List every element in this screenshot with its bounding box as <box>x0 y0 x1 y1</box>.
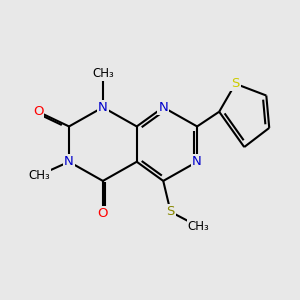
Text: N: N <box>158 101 168 114</box>
Text: CH₃: CH₃ <box>188 220 209 233</box>
Text: O: O <box>98 207 108 220</box>
Text: CH₃: CH₃ <box>92 67 114 80</box>
Text: N: N <box>64 155 74 168</box>
Text: S: S <box>231 77 240 90</box>
Text: CH₃: CH₃ <box>29 169 50 182</box>
Text: S: S <box>167 205 175 218</box>
Text: O: O <box>33 105 44 118</box>
Text: N: N <box>192 155 202 168</box>
Text: N: N <box>98 101 108 114</box>
